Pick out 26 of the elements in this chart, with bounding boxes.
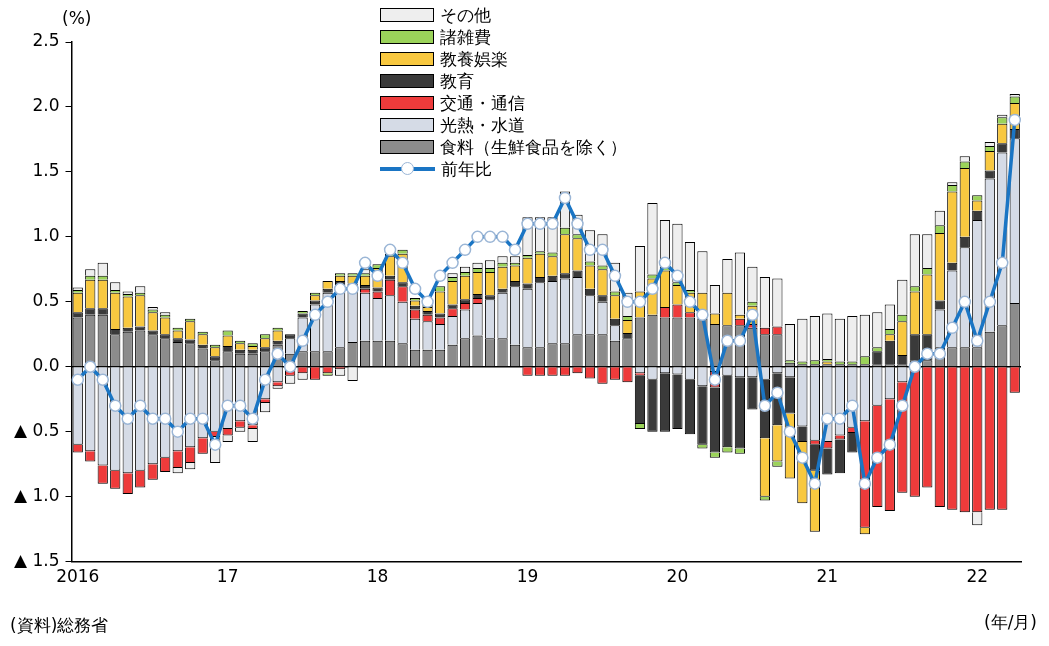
legend-label: 教育 [440,70,474,92]
legend-label: 交通・通信 [440,92,525,114]
text: (資料)総務省 [10,614,109,637]
y-tick-label: 2.0 [32,95,60,116]
y-tick-label: 1.0 [32,225,60,246]
y-tick-label: 1.5 [32,160,60,181]
legend-label: 諸雑費 [440,26,491,48]
x-tick-label: 20 [666,566,689,587]
legend-label: 教養娯楽 [440,48,508,70]
x-tick-label: 21 [816,566,839,587]
y-tick-label: ▲ 1.0 [14,485,60,506]
x-tick-label: 2016 [56,566,100,587]
x-tick-label: 17 [216,566,239,587]
x-tick-label: 22 [966,566,989,587]
y-tick-label: 0.5 [32,290,60,311]
text: (年/月) [984,611,1037,634]
y-tick-label: 2.5 [32,30,60,51]
x-tick-label: 19 [516,566,539,587]
legend-label: 食料（生鮮食品を除く） [440,136,627,158]
y-axis-title: (%) [62,8,92,28]
x-tick-label: 18 [366,566,389,587]
legend-label: 光熱・水道 [440,114,525,136]
legend-label: その他 [440,4,491,26]
y-tick-label: ▲ 0.5 [14,420,60,441]
y-tick-label: 0.0 [32,355,60,376]
legend-label: 前年比 [441,158,492,180]
